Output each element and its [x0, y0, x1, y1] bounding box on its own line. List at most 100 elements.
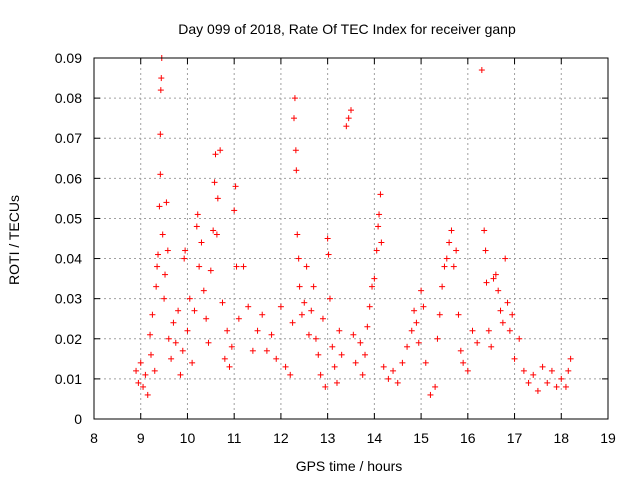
- data-point: [149, 311, 156, 318]
- y-tick-label: 0.02: [55, 331, 82, 347]
- data-point: [422, 359, 429, 366]
- data-point: [133, 367, 140, 374]
- data-point: [411, 307, 418, 314]
- data-point: [273, 355, 280, 362]
- data-point: [203, 315, 210, 322]
- data-point: [534, 387, 541, 394]
- x-tick-label: 9: [137, 430, 145, 446]
- data-point: [164, 247, 171, 254]
- data-point: [520, 367, 527, 374]
- x-tick-label: 16: [460, 430, 476, 446]
- data-point: [469, 327, 476, 334]
- data-point: [394, 379, 401, 386]
- data-point: [165, 335, 172, 342]
- data-point: [184, 327, 191, 334]
- data-point: [200, 287, 207, 294]
- data-point: [293, 167, 300, 174]
- data-point: [233, 263, 240, 270]
- x-tick-label: 8: [90, 430, 98, 446]
- data-point: [448, 227, 455, 234]
- data-point: [294, 231, 301, 238]
- data-point: [420, 303, 427, 310]
- data-point: [189, 359, 196, 366]
- data-point: [194, 211, 201, 218]
- data-point: [205, 339, 212, 346]
- data-point: [474, 339, 481, 346]
- data-point: [228, 343, 235, 350]
- data-point: [186, 295, 193, 302]
- data-point: [450, 263, 457, 270]
- data-point: [325, 251, 332, 258]
- data-point: [488, 343, 495, 350]
- data-point: [219, 299, 226, 306]
- data-point: [153, 283, 160, 290]
- data-point: [377, 191, 384, 198]
- points-layer: [133, 55, 574, 398]
- data-point: [495, 287, 502, 294]
- data-point: [315, 351, 322, 358]
- data-point: [525, 379, 532, 386]
- data-point: [455, 311, 462, 318]
- data-point: [544, 379, 551, 386]
- data-point: [162, 271, 169, 278]
- data-point: [443, 255, 450, 262]
- data-point: [441, 263, 448, 270]
- data-point: [211, 179, 218, 186]
- data-point: [175, 307, 182, 314]
- data-point: [268, 331, 275, 338]
- x-tick-label: 12: [273, 430, 289, 446]
- data-point: [226, 363, 233, 370]
- data-point: [336, 327, 343, 334]
- data-point: [548, 367, 555, 374]
- x-tick-label: 10: [180, 430, 196, 446]
- data-point: [181, 255, 188, 262]
- x-tick-label: 11: [227, 430, 242, 446]
- data-point: [290, 115, 297, 122]
- data-point: [287, 371, 294, 378]
- x-axis-label: GPS time / hours: [296, 458, 403, 474]
- data-point: [177, 371, 184, 378]
- data-point: [502, 255, 509, 262]
- data-point: [308, 307, 315, 314]
- data-point: [364, 323, 371, 330]
- y-tick-label: 0.09: [55, 50, 82, 66]
- data-point: [289, 319, 296, 326]
- data-point: [464, 367, 471, 374]
- data-point: [245, 303, 252, 310]
- data-point: [362, 351, 369, 358]
- data-point: [497, 307, 504, 314]
- data-point: [565, 367, 572, 374]
- data-point: [148, 351, 155, 358]
- data-point: [156, 203, 163, 210]
- y-tick-label: 0.01: [55, 371, 82, 387]
- data-point: [453, 247, 460, 254]
- y-tick-label: 0: [74, 411, 82, 427]
- data-point: [232, 183, 239, 190]
- data-point: [385, 375, 392, 382]
- data-point: [305, 331, 312, 338]
- data-point: [516, 335, 523, 342]
- data-point: [135, 379, 142, 386]
- data-point: [170, 319, 177, 326]
- data-point: [329, 343, 336, 350]
- data-point: [485, 327, 492, 334]
- data-point: [492, 271, 499, 278]
- data-point: [240, 263, 247, 270]
- data-point: [539, 363, 546, 370]
- data-point: [413, 319, 420, 326]
- data-point: [217, 147, 224, 154]
- data-point: [263, 347, 270, 354]
- data-point: [357, 339, 364, 346]
- data-point: [182, 247, 189, 254]
- data-point: [499, 319, 506, 326]
- data-point: [359, 371, 366, 378]
- data-point: [303, 263, 310, 270]
- data-point: [404, 343, 411, 350]
- data-point: [319, 315, 326, 322]
- data-point: [277, 303, 284, 310]
- data-point: [553, 383, 560, 390]
- data-point: [478, 67, 485, 74]
- data-point: [161, 295, 168, 302]
- data-point: [312, 335, 319, 342]
